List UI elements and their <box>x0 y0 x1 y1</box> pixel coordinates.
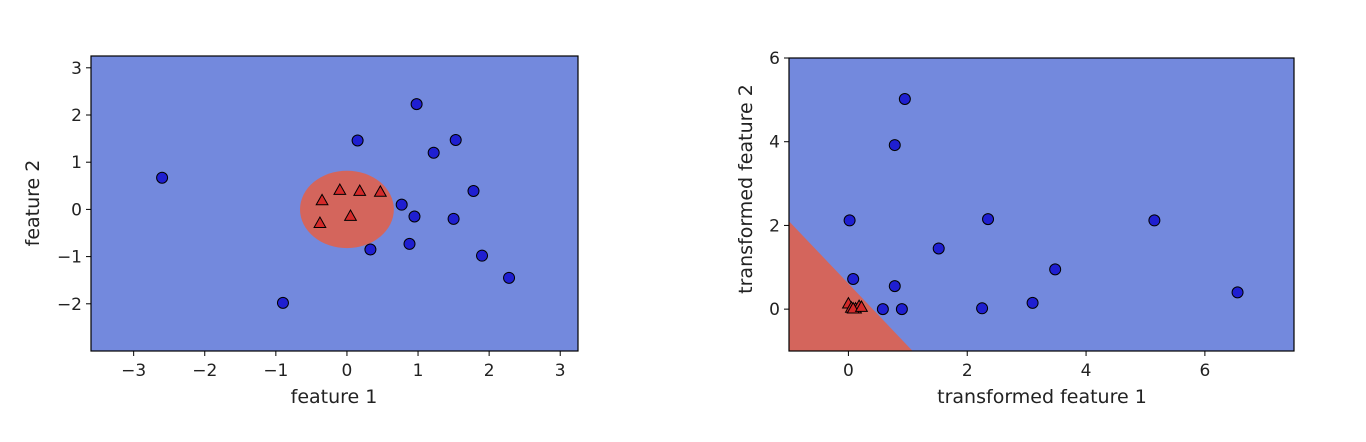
x-tick-label: −2 <box>192 361 217 381</box>
x-axis-label: transformed feature 1 <box>937 386 1147 408</box>
data-point-circle <box>364 243 377 256</box>
data-point-circle <box>408 210 421 223</box>
decision-region-red-group <box>789 221 913 351</box>
y-tick-label: 1 <box>71 153 82 173</box>
data-point-triangle <box>315 193 329 206</box>
data-point-triangle <box>313 216 327 228</box>
y-tick-label: −1 <box>57 248 82 268</box>
y-tick-label: 2 <box>71 106 82 126</box>
y-tick-label: 0 <box>71 200 82 220</box>
data-point-circle <box>1231 286 1244 299</box>
x-tick-label: 0 <box>843 361 854 381</box>
plot-frame <box>788 57 1295 352</box>
data-point-circle <box>932 242 945 255</box>
data-point-circle <box>982 213 995 226</box>
chart-right: 0 2 4 6 0 2 4 6 transformed feature 1 transformed… <box>735 49 1295 408</box>
data-point-circle <box>449 134 462 147</box>
y-axis-label: feature 2 <box>22 160 44 247</box>
y-tick-label: 0 <box>769 300 780 320</box>
data-point-circle <box>351 134 364 147</box>
data-point-circle <box>888 139 901 152</box>
x-tick-label: 1 <box>413 361 424 381</box>
decision-region-red-group <box>300 170 394 249</box>
data-point-circle <box>898 93 911 106</box>
x-tick-label: 2 <box>962 361 973 381</box>
data-point-circle <box>156 171 169 184</box>
decision-region-red <box>789 221 913 351</box>
data-point-triangle <box>854 299 869 312</box>
y-tick-label: 3 <box>71 59 82 79</box>
data-point-circle <box>476 249 489 262</box>
data-point-circle <box>410 98 423 111</box>
data-point-circle <box>276 296 289 309</box>
data-point-circle <box>1049 263 1062 276</box>
data-point-triangle <box>373 184 388 197</box>
data-point-triangle <box>343 208 358 221</box>
x-tick-label: 2 <box>484 361 495 381</box>
data-point-triangle <box>333 183 347 195</box>
points-group <box>156 98 516 309</box>
x-axis-label: feature 1 <box>291 386 378 408</box>
x-tick-label: −1 <box>263 361 288 381</box>
x-tick-label: −3 <box>121 361 146 381</box>
chart-left: −3 −2 −1 0 1 2 3 −2 −1 0 1 2 3 feature 1 feature 2 <box>22 55 579 408</box>
y-tick-label: 6 <box>769 49 780 69</box>
data-point-circle <box>847 273 860 286</box>
data-point-circle <box>467 184 480 197</box>
data-point-circle <box>843 214 856 227</box>
data-point-circle <box>1148 214 1161 227</box>
data-point-circle <box>447 212 460 225</box>
data-point-circle <box>895 303 908 316</box>
x-tick-label: 0 <box>342 361 353 381</box>
x-tick-label: 4 <box>1081 361 1092 381</box>
data-point-circle <box>876 303 889 316</box>
y-axis-label: transformed feature 2 <box>735 84 757 294</box>
decision-region-blue <box>789 58 1294 351</box>
points-group <box>841 93 1244 316</box>
y-tick-label: 4 <box>769 133 780 153</box>
data-point-circle <box>403 237 416 250</box>
data-point-circle <box>503 271 516 284</box>
y-tick-label: 2 <box>769 216 780 236</box>
data-point-triangle <box>353 183 367 196</box>
data-point-circle <box>888 280 901 293</box>
data-point-circle <box>427 146 440 159</box>
data-point-circle <box>395 198 408 211</box>
data-point-circle <box>1026 296 1039 309</box>
x-tick-label: 3 <box>555 361 566 381</box>
plot-frame <box>90 55 579 352</box>
data-point-circle <box>976 302 989 315</box>
decision-region-red <box>300 170 394 249</box>
x-tick-label: 6 <box>1199 361 1210 381</box>
y-tick-label: −2 <box>57 295 82 315</box>
